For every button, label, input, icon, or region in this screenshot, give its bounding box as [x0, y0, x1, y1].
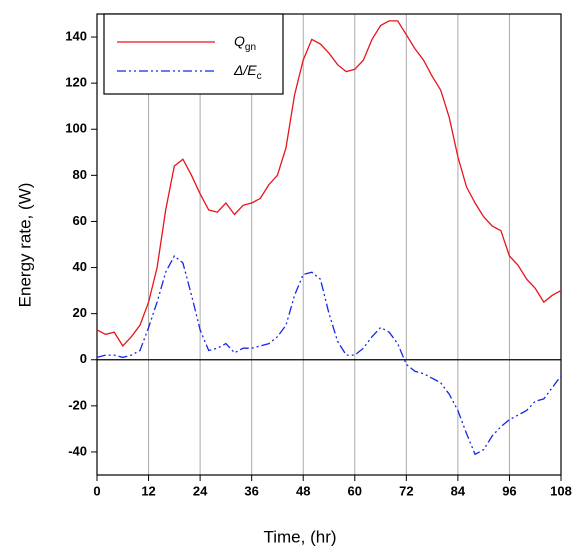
x-tick-label: 12	[141, 483, 155, 498]
legend-box	[103, 13, 284, 95]
legend-subscript: c	[257, 71, 262, 82]
x-axis-title: Time, (hr)	[263, 527, 336, 546]
x-tick-label: 84	[451, 483, 466, 498]
plot-frame	[96, 13, 562, 476]
x-tick-label: 24	[193, 483, 208, 498]
y-tick-label: 80	[73, 167, 87, 182]
y-tick-label: 140	[65, 28, 87, 43]
x-tick-label: 36	[244, 483, 258, 498]
legend-label: Δ/Ec	[233, 62, 262, 82]
x-tick-label: 0	[93, 483, 100, 498]
y-tick-label: 120	[65, 75, 87, 90]
y-tick-label: 100	[65, 121, 87, 136]
legend-name: Δ/E	[233, 62, 257, 78]
legend-label: Qgn	[234, 33, 256, 53]
x-tick-label: 72	[399, 483, 413, 498]
x-tick-label: 96	[502, 483, 516, 498]
y-tick-label: 60	[73, 213, 87, 228]
y-axis-title: Energy rate, (W)	[15, 183, 34, 308]
legend-name: Q	[234, 33, 245, 49]
x-tick-label: 60	[348, 483, 362, 498]
x-tick-label: 48	[296, 483, 310, 498]
series-line	[96, 20, 562, 347]
y-tick-label: 40	[73, 259, 87, 274]
y-tick-label: 0	[80, 351, 87, 366]
x-tick-label: 108	[550, 483, 572, 498]
legend-subscript: gn	[245, 42, 256, 53]
y-tick-label: -40	[68, 443, 87, 458]
y-tick-label: 20	[73, 305, 87, 320]
series-line	[96, 255, 562, 456]
y-tick-label: -20	[68, 397, 87, 412]
